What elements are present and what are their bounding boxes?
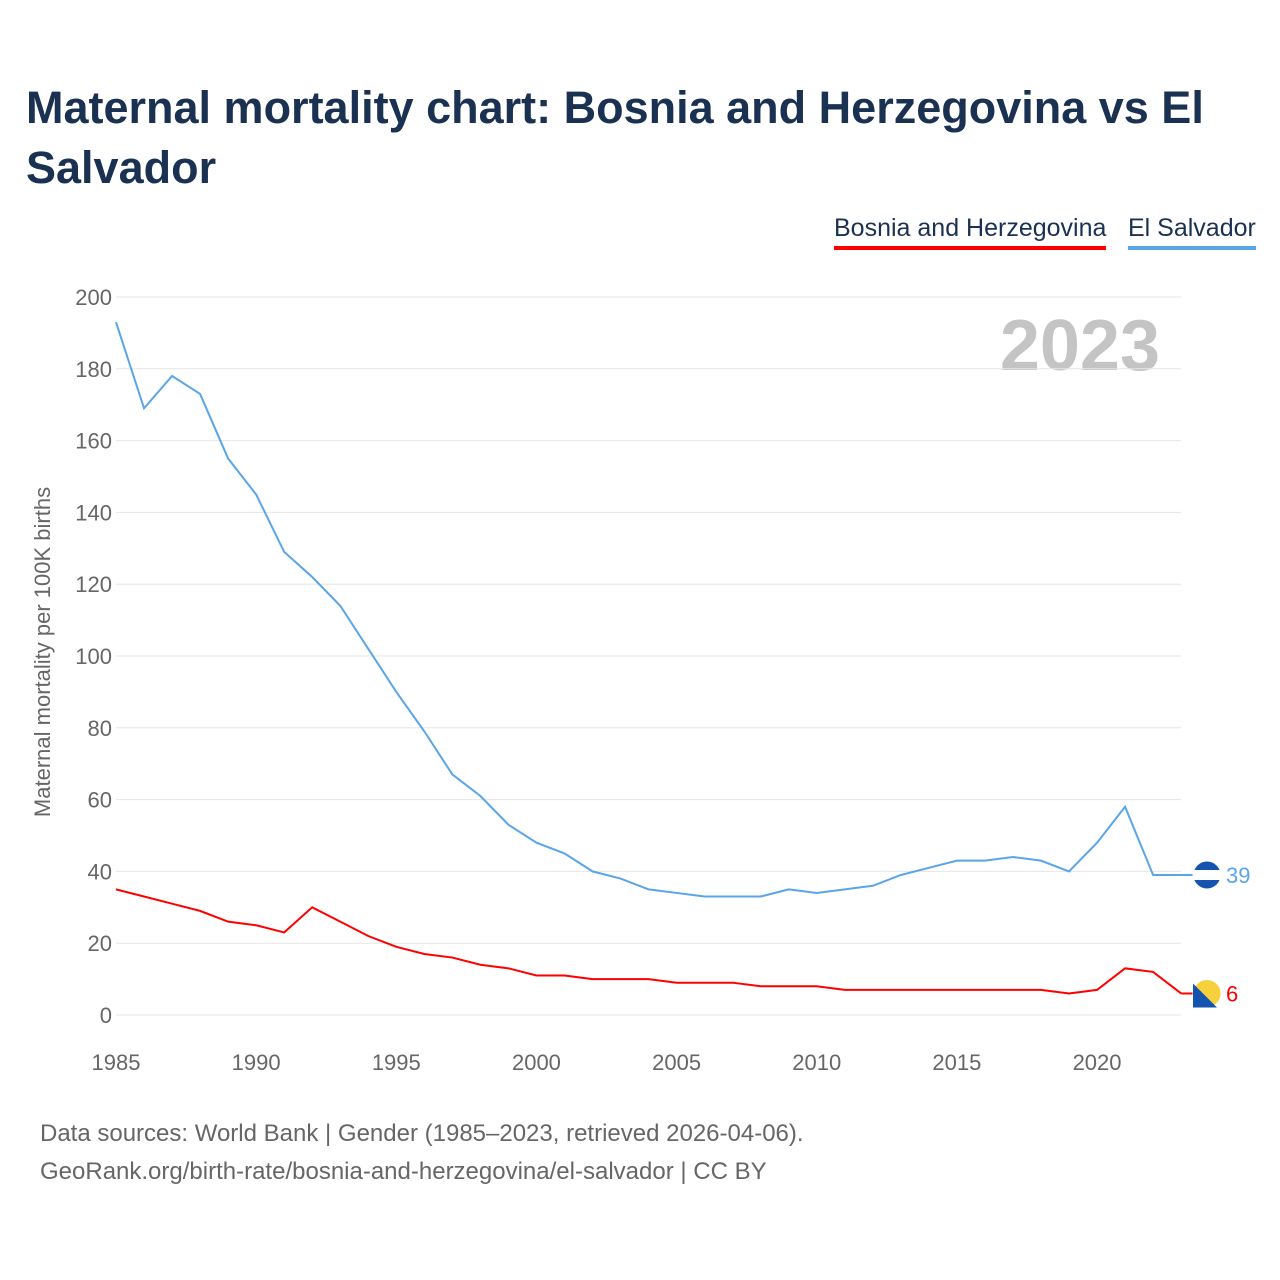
flag-triangle (1193, 983, 1217, 1008)
footer-sources: Data sources: World Bank | Gender (1985–… (40, 1120, 804, 1147)
footer-link[interactable]: GeoRank.org/birth-rate/bosnia-and-herzeg… (40, 1158, 767, 1185)
y-tick-label: 60 (88, 788, 112, 813)
x-tick-label: 2015 (932, 1050, 981, 1075)
x-tick-label: 1990 (232, 1050, 281, 1075)
x-tick-label: 2005 (652, 1050, 701, 1075)
x-tick-label: 1995 (372, 1050, 421, 1075)
x-tick-label: 2010 (792, 1050, 841, 1075)
x-tick-label: 2020 (1073, 1050, 1122, 1075)
y-tick-label: 80 (88, 716, 112, 741)
x-tick-label: 2000 (512, 1050, 561, 1075)
page-title: Maternal mortality chart: Bosnia and Her… (26, 82, 1204, 193)
y-tick-label: 200 (75, 285, 112, 310)
y-tick-label: 20 (88, 931, 112, 956)
x-tick-label: 1985 (92, 1050, 141, 1075)
y-tick-label: 120 (75, 572, 112, 597)
series-line-1 (115, 321, 1182, 898)
y-tick-label: 100 (75, 644, 112, 669)
y-tick-label: 40 (88, 859, 112, 884)
flag-stripe (1193, 869, 1221, 880)
legend-bosnia[interactable]: Bosnia and Herzegovina (834, 214, 1107, 250)
y-tick-label: 160 (75, 429, 112, 454)
y-tick-label: 0 (100, 1003, 112, 1028)
y-tick-label: 180 (75, 357, 112, 382)
y-axis-label: Maternal mortality per 100K births (30, 487, 55, 817)
end-value-label: 39 (1226, 863, 1250, 888)
year-watermark: 2023 (1000, 306, 1160, 386)
end-value-label: 6 (1226, 981, 1238, 1006)
y-tick-label: 140 (75, 500, 112, 525)
legend-el-salvador[interactable]: El Salvador (1128, 214, 1256, 250)
series-line-0 (115, 888, 1182, 995)
